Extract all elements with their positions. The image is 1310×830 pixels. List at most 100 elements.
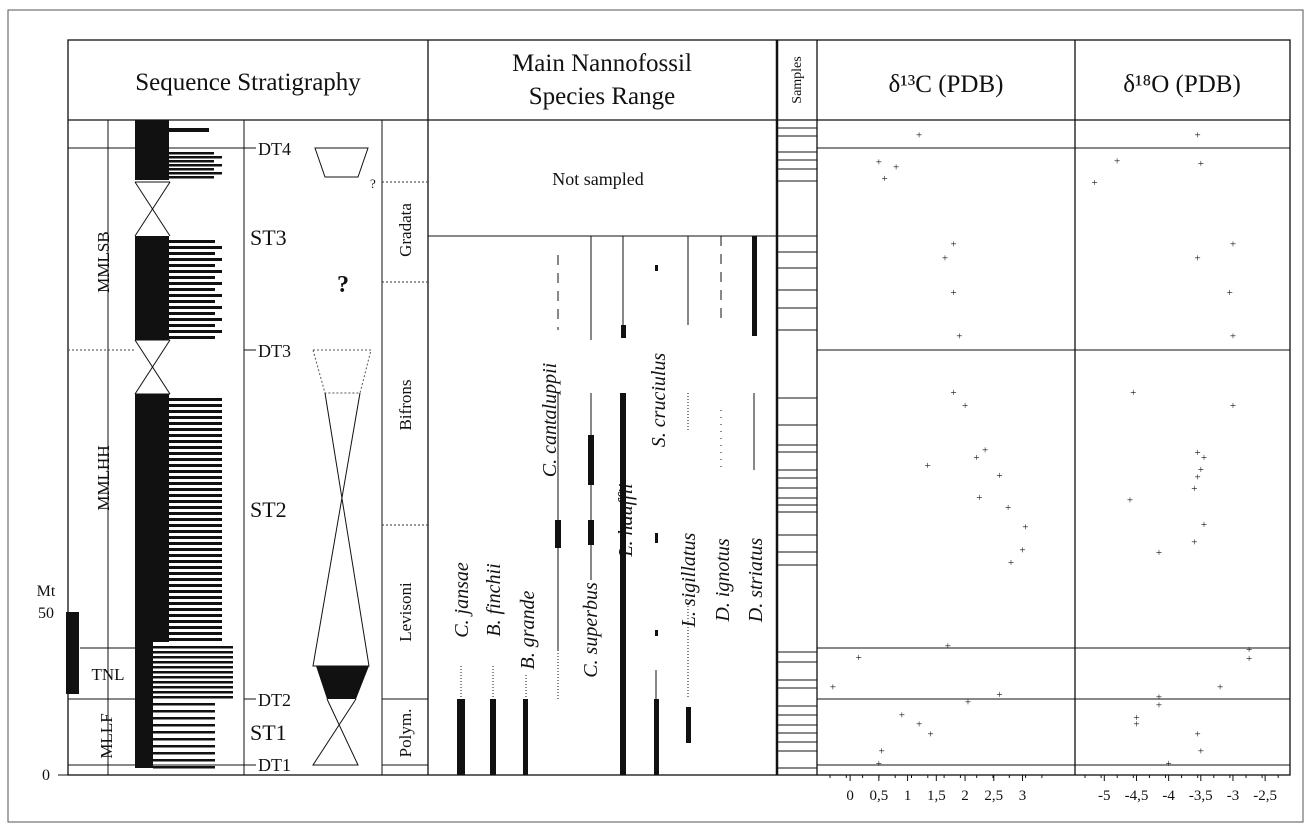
d13c-point: + bbox=[996, 689, 1002, 701]
d18o-point: + bbox=[1133, 712, 1139, 724]
header-d13c: δ¹³C (PDB) bbox=[889, 71, 1004, 98]
d18o-tick-label: -2,5 bbox=[1253, 788, 1277, 804]
not-sampled-label: Not sampled bbox=[552, 169, 644, 189]
unit-mmlhh: MMLHH bbox=[94, 445, 113, 510]
zone-polym: Polym. bbox=[396, 709, 415, 758]
d13c-point: + bbox=[916, 718, 922, 730]
d13c-tick-label: 1 bbox=[904, 788, 912, 804]
d18o-point: + bbox=[1198, 158, 1204, 170]
d18o-scatter: +++++++++++++++++++++++++++ ++ bbox=[1092, 130, 1253, 770]
d13c-point: + bbox=[976, 492, 982, 504]
species-label: C. jansae bbox=[451, 562, 473, 638]
zone-levisoni: Levisoni bbox=[396, 582, 415, 642]
d13c-point: + bbox=[962, 400, 968, 412]
d18o-tick-label: -4 bbox=[1162, 788, 1175, 804]
d13c-point: + bbox=[942, 253, 948, 265]
header-sequence-stratigraphy: Sequence Stratigraphy bbox=[135, 69, 361, 96]
d13c-point: + bbox=[965, 697, 971, 709]
d18o-point: + bbox=[1133, 718, 1139, 730]
d18o-point: + bbox=[1198, 464, 1204, 476]
d18o-point: + bbox=[1230, 238, 1236, 250]
d13c-point: + bbox=[876, 157, 882, 169]
scale-bar bbox=[66, 612, 79, 694]
st1-label: ST1 bbox=[250, 720, 287, 745]
st2-label: ST2 bbox=[250, 497, 287, 522]
d18o-point: + bbox=[1114, 155, 1120, 167]
d13c-tick-label: 2,5 bbox=[984, 788, 1003, 804]
d18o-point: + bbox=[1127, 494, 1133, 506]
dt1-label: DT1 bbox=[258, 755, 291, 775]
discontinuity-labels: DT4 DT3 DT2 DT1 ST3 ST2 ST1 bbox=[244, 139, 291, 775]
samples-column bbox=[777, 127, 817, 769]
d13c-point: + bbox=[1022, 521, 1028, 533]
d18o-point: + bbox=[1230, 331, 1236, 343]
systems-tracts: ? bbox=[312, 147, 372, 766]
d13c-point: + bbox=[830, 681, 836, 693]
d18o-point: + bbox=[1230, 400, 1236, 412]
d13c-point: + bbox=[950, 387, 956, 399]
header-d18o: δ¹⁸O (PDB) bbox=[1123, 71, 1241, 98]
d13c-point: + bbox=[982, 445, 988, 457]
d13c-point: + bbox=[916, 130, 922, 142]
zone-column: ? Gradata Bifrons Levisoni Polym. bbox=[370, 176, 428, 766]
species-label: C. superbus bbox=[580, 582, 602, 678]
species-label: C. cantaluppii bbox=[539, 363, 561, 477]
d18o-point: + bbox=[1194, 729, 1200, 741]
d13c-point: + bbox=[879, 745, 885, 757]
unit-tnl: TNL bbox=[91, 665, 124, 684]
header-nannofossil-1: Main Nannofossil bbox=[512, 50, 692, 77]
dt2-label: DT2 bbox=[258, 690, 291, 710]
d18o-point: + bbox=[1246, 653, 1252, 665]
d18o-point: + bbox=[1156, 699, 1162, 711]
zone-bifrons: Bifrons bbox=[396, 380, 415, 431]
dt3-label: DT3 bbox=[258, 341, 291, 361]
geochem-panels bbox=[817, 147, 1290, 766]
d18o-point: + bbox=[1130, 387, 1136, 399]
d13c-tick-label: 0 bbox=[846, 788, 854, 804]
species-label: B. grande bbox=[517, 590, 539, 669]
d13c-tick-label: 0,5 bbox=[869, 788, 888, 804]
species-label: D. ignotus bbox=[712, 538, 734, 623]
zone-query: ? bbox=[370, 176, 376, 191]
d13c-point: + bbox=[925, 460, 931, 472]
d13c-tick-label: 3 bbox=[1019, 788, 1027, 804]
species-label: D. striatus bbox=[745, 538, 767, 624]
unit-mmlsb: MMLSB bbox=[94, 231, 113, 292]
species-label: B. finchii bbox=[483, 563, 505, 636]
d13c-point: + bbox=[893, 162, 899, 174]
dt4-label: DT4 bbox=[258, 139, 291, 159]
unit-mllf: MLLF bbox=[97, 713, 116, 758]
d13c-point: + bbox=[1019, 544, 1025, 556]
d13c-point: + bbox=[927, 729, 933, 741]
d18o-point: + bbox=[1246, 644, 1252, 656]
d18o-point: + bbox=[1092, 177, 1098, 189]
d18o-point: + bbox=[1194, 253, 1200, 265]
geochem-axes: 0 0,5 1 1,5 2 2,5 3 -5 -4,5 -4 -3,5 -3 -2,5 bbox=[817, 774, 1290, 804]
d18o-point: + bbox=[1217, 681, 1223, 693]
d13c-point: + bbox=[856, 652, 862, 664]
header-samples: Samples bbox=[790, 56, 805, 103]
scale-tick-0: 0 bbox=[42, 767, 50, 784]
d13c-point: + bbox=[973, 452, 979, 464]
scale-unit: Mt bbox=[37, 583, 56, 600]
d18o-point: + bbox=[1156, 547, 1162, 559]
d18o-point: + bbox=[1194, 447, 1200, 459]
st3-label: ST3 bbox=[250, 225, 287, 250]
species-label: S. cruciulus bbox=[648, 353, 670, 448]
d18o-tick-label: -3,5 bbox=[1189, 788, 1213, 804]
d18o-tick-label: -4,5 bbox=[1125, 788, 1149, 804]
d13c-point: + bbox=[1008, 557, 1014, 569]
d18o-point: + bbox=[1191, 537, 1197, 549]
d13c-point: + bbox=[950, 238, 956, 250]
d18o-point: + bbox=[1166, 758, 1172, 770]
scale-tick-50: 50 bbox=[38, 605, 54, 622]
d18o-point: + bbox=[1194, 471, 1200, 483]
d13c-point: + bbox=[950, 287, 956, 299]
d18o-point: + bbox=[1198, 745, 1204, 757]
nannofossil-ranges: Not sampled bbox=[428, 169, 777, 775]
header-nannofossil-2: Species Range bbox=[529, 83, 675, 110]
d13c-point: + bbox=[945, 640, 951, 652]
d18o-point: + bbox=[1156, 692, 1162, 704]
d13c-tick-label: 2 bbox=[961, 788, 969, 804]
